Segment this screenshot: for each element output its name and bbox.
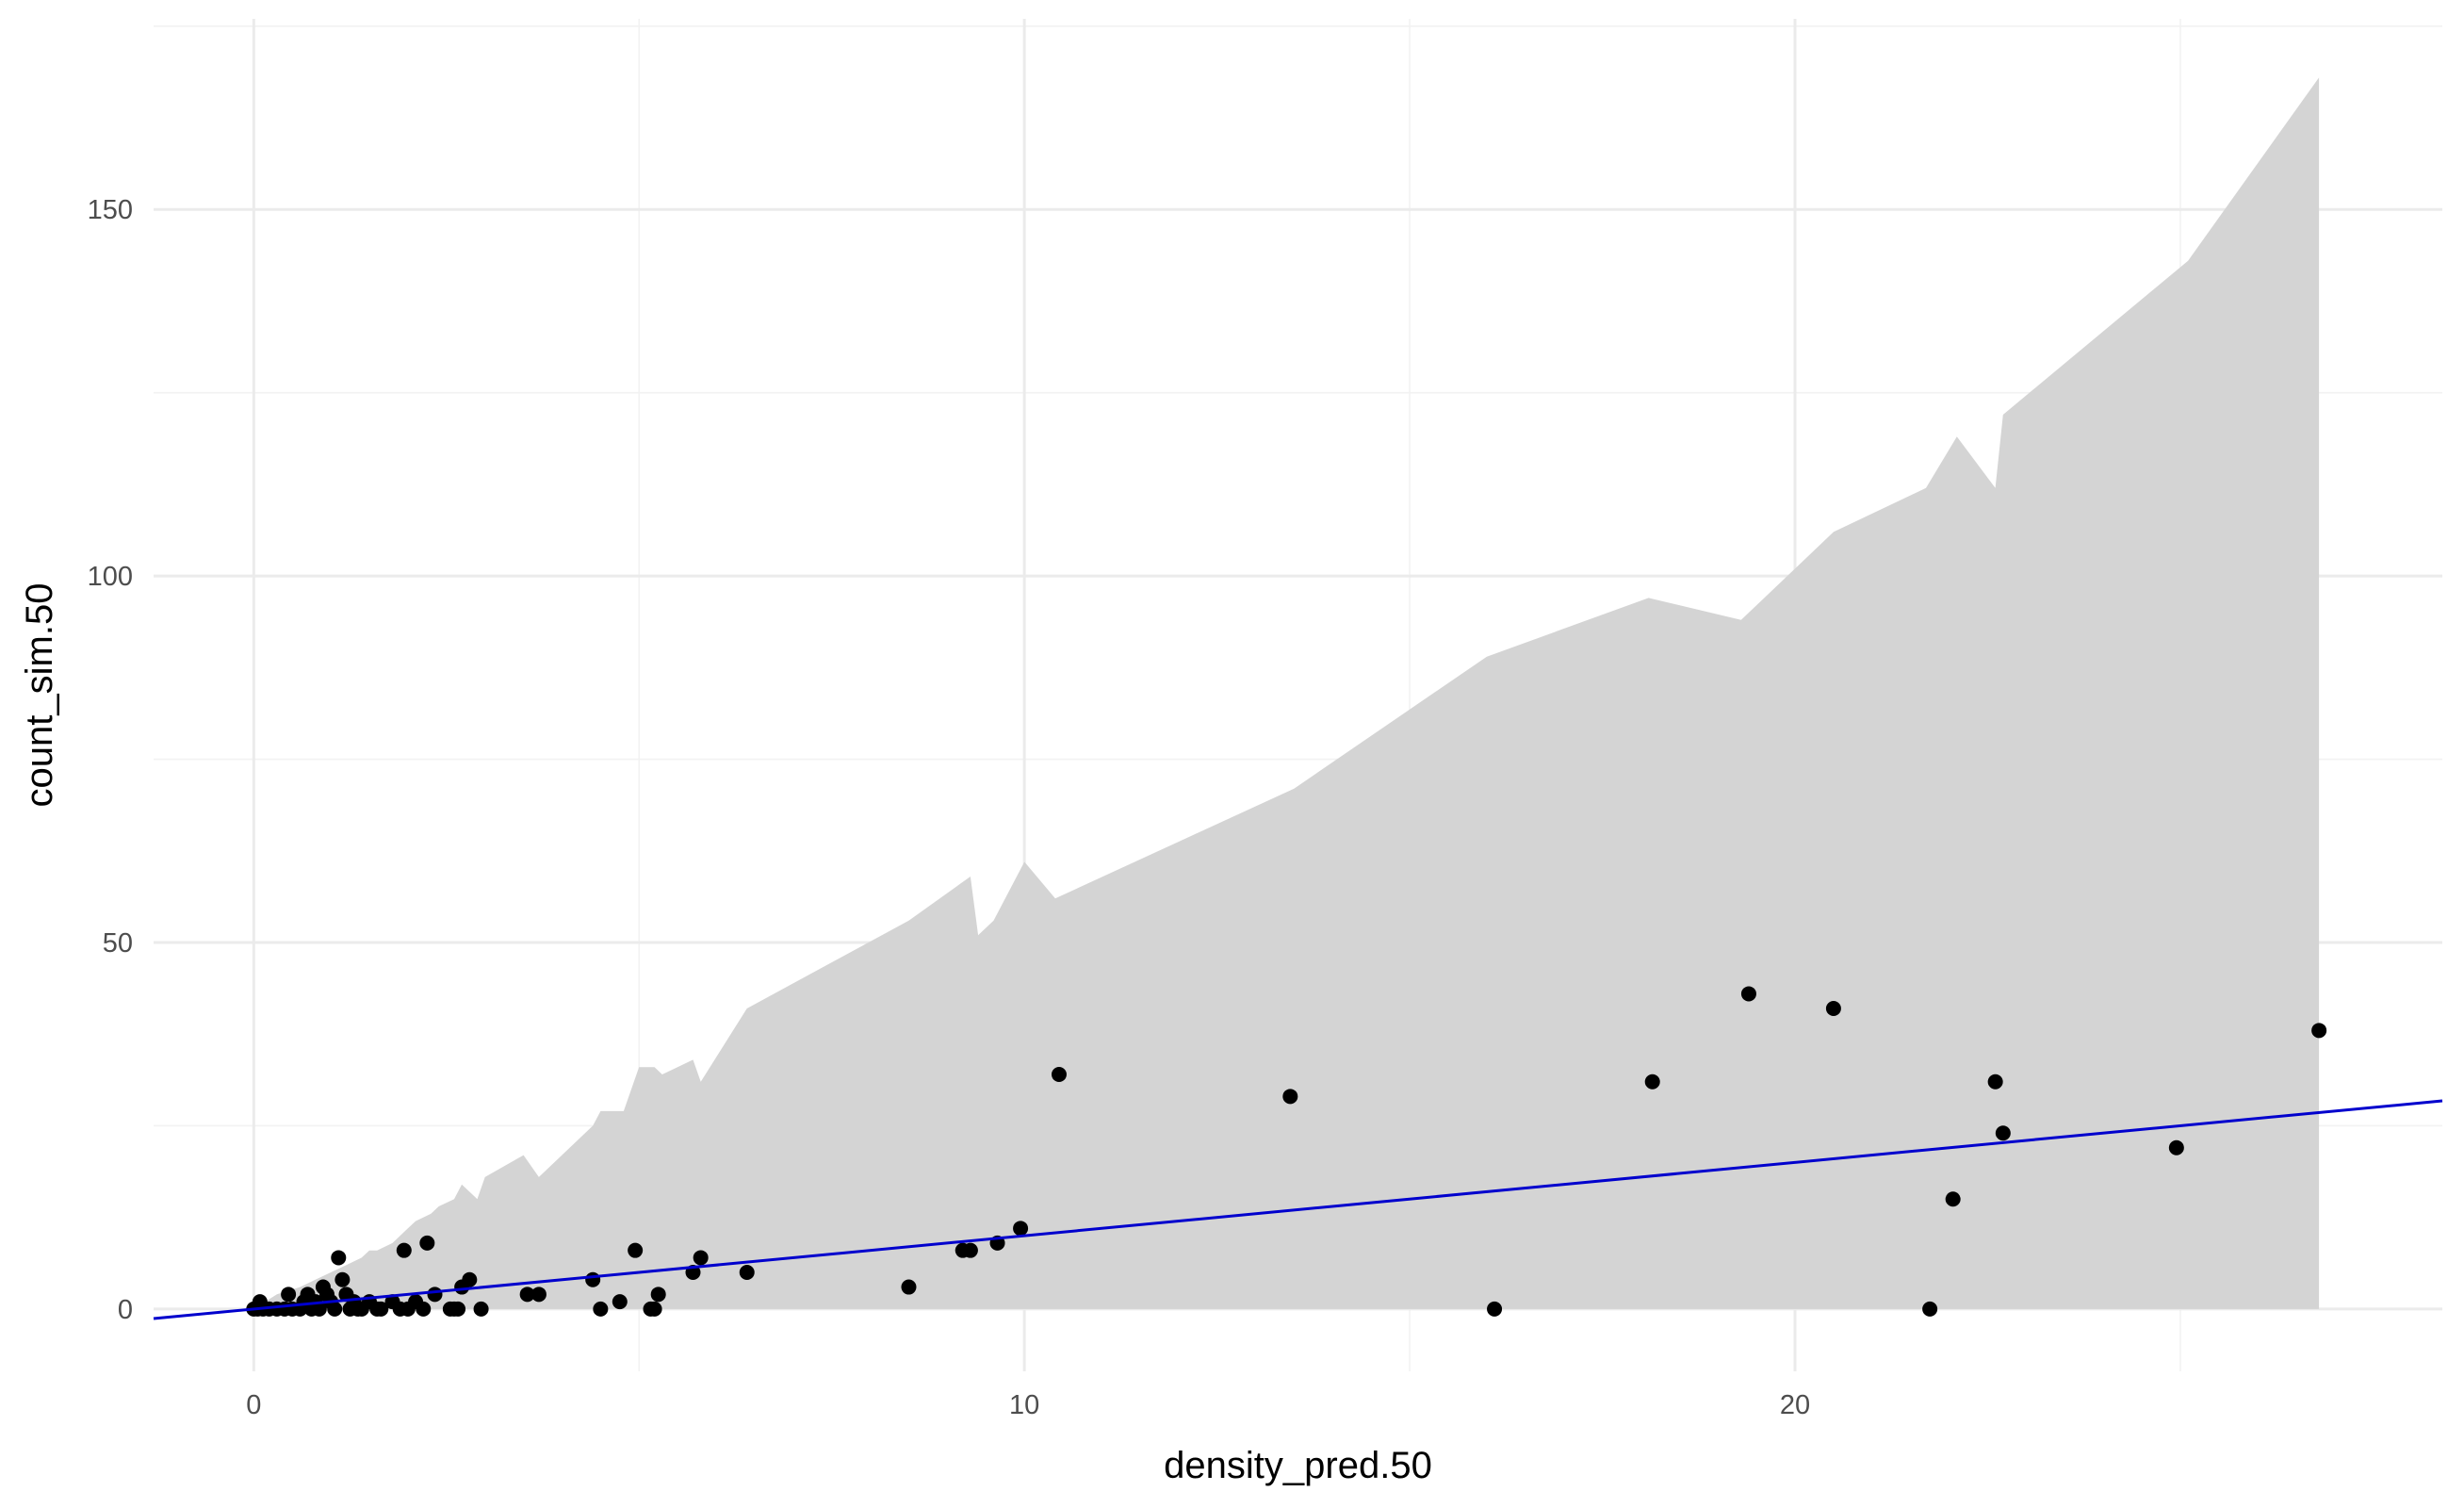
data-point: [593, 1301, 609, 1317]
data-point: [396, 1242, 412, 1258]
data-point: [612, 1294, 628, 1310]
y-tick-label: 100: [88, 562, 133, 592]
data-point: [2311, 1023, 2327, 1039]
data-point: [901, 1279, 917, 1295]
data-point: [462, 1271, 478, 1287]
data-point: [519, 1287, 535, 1303]
data-point: [646, 1301, 662, 1317]
data-point: [1995, 1125, 2011, 1141]
data-point: [335, 1271, 351, 1287]
y-tick-label: 50: [103, 928, 133, 959]
data-point: [2168, 1139, 2184, 1156]
data-point: [962, 1242, 978, 1258]
data-point: [327, 1301, 343, 1317]
data-point: [427, 1287, 443, 1303]
x-tick-label: 0: [246, 1390, 261, 1420]
data-point: [416, 1301, 432, 1317]
data-point: [331, 1250, 347, 1266]
data-point: [693, 1250, 709, 1266]
data-point: [281, 1287, 297, 1303]
data-point: [1825, 1001, 1841, 1016]
y-tick-label: 0: [118, 1295, 133, 1325]
y-tick-label: 150: [88, 195, 133, 225]
data-point: [1987, 1074, 2003, 1090]
data-point: [585, 1271, 601, 1287]
data-point: [473, 1301, 489, 1317]
data-point: [1945, 1191, 1961, 1207]
x-tick-label: 10: [1009, 1390, 1039, 1420]
x-axis-title: density_pred.50: [1164, 1445, 1432, 1486]
prediction-interval-ribbon: [253, 77, 2320, 1309]
x-tick-label: 20: [1780, 1390, 1810, 1420]
data-point: [530, 1287, 547, 1303]
y-axis-ticks: 0 50 100 150: [88, 195, 133, 1325]
data-point: [1487, 1301, 1503, 1317]
data-point: [1740, 986, 1756, 1002]
x-axis-ticks: 0 10 20: [246, 1390, 1810, 1420]
data-point: [650, 1287, 666, 1303]
data-point: [1051, 1067, 1067, 1082]
data-point: [1013, 1221, 1029, 1237]
data-point: [1644, 1074, 1660, 1090]
data-point: [739, 1265, 755, 1280]
data-point: [1282, 1089, 1298, 1105]
data-point: [628, 1242, 644, 1258]
fit-line: [153, 1099, 2443, 1320]
data-points: [246, 986, 2327, 1317]
data-point: [373, 1301, 389, 1317]
data-point: [1922, 1301, 1938, 1317]
data-point: [450, 1301, 466, 1317]
y-axis-title: count_sim.50: [19, 583, 60, 808]
data-point: [311, 1301, 327, 1317]
data-point: [419, 1235, 435, 1251]
